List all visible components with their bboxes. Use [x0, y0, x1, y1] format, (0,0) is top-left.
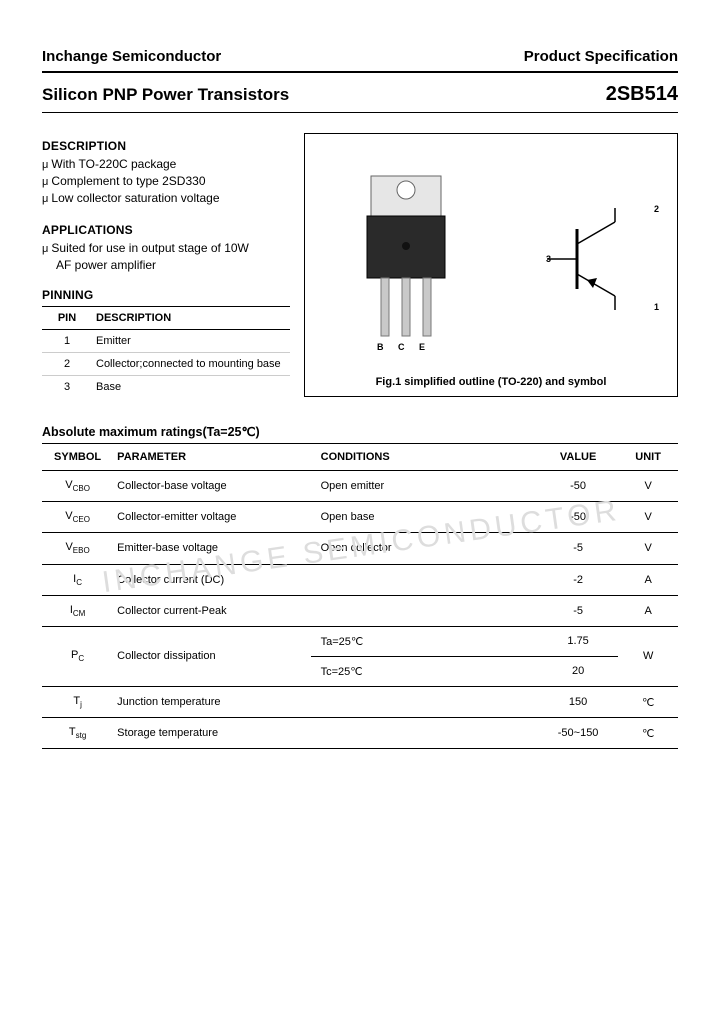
list-item: Complement to type 2SD330: [42, 174, 290, 188]
cell: ℃: [618, 718, 678, 749]
cell: Open base: [311, 502, 538, 533]
cell: ICM: [42, 595, 113, 626]
cell: VCBO: [42, 471, 113, 502]
symbol-pin: 3: [546, 254, 551, 264]
company-name: Inchange Semiconductor: [42, 48, 221, 65]
col-header: DESCRIPTION: [92, 307, 290, 330]
cell: Collector current-Peak: [113, 595, 310, 626]
rule: [42, 71, 678, 73]
title-bar: Silicon PNP Power Transistors 2SB514: [42, 83, 678, 106]
cell: [311, 595, 538, 626]
cell: Base: [92, 376, 290, 399]
table-row: 3Base: [42, 376, 290, 399]
cell: Collector current (DC): [113, 564, 310, 595]
pinning-heading: PINNING: [42, 288, 290, 302]
cell: Open collector: [311, 533, 538, 564]
applications-cont: AF power amplifier: [56, 258, 290, 272]
cell: Open emitter: [311, 471, 538, 502]
cell: 1: [42, 330, 92, 353]
package-outline-icon: [341, 168, 471, 358]
applications-heading: APPLICATIONS: [42, 223, 290, 237]
cell: IC: [42, 564, 113, 595]
description-heading: DESCRIPTION: [42, 139, 290, 153]
table-row: PCCollector dissipationTa=25℃1.75W: [42, 626, 678, 656]
cell: Ta=25℃: [311, 626, 538, 656]
cell: -5: [538, 595, 618, 626]
pin-letter: E: [419, 342, 425, 352]
cell: VCEO: [42, 502, 113, 533]
cell: Collector dissipation: [113, 626, 310, 686]
part-number: 2SB514: [606, 83, 678, 106]
table-row: 1Emitter: [42, 330, 290, 353]
cell: 150: [538, 686, 618, 717]
table-row: TstgStorage temperature -50~150℃: [42, 718, 678, 749]
col-header: SYMBOL: [42, 444, 113, 471]
cell: -50: [538, 502, 618, 533]
col-header: UNIT: [618, 444, 678, 471]
cell: 2: [42, 353, 92, 376]
cell: Tj: [42, 686, 113, 717]
figure-box: B C E 2 3 1 Fig.1 simplified outline (TO…: [304, 133, 678, 397]
applications-list: Suited for use in output stage of 10W: [42, 241, 290, 255]
cell: Tstg: [42, 718, 113, 749]
list-item: With TO-220C package: [42, 157, 290, 171]
table-row: 2Collector;connected to mounting base: [42, 353, 290, 376]
cell: V: [618, 533, 678, 564]
cell: A: [618, 564, 678, 595]
list-item: Low collector saturation voltage: [42, 191, 290, 205]
pin-letter: C: [398, 342, 405, 352]
cell: 1.75: [538, 626, 618, 656]
cell: V: [618, 471, 678, 502]
cell: Junction temperature: [113, 686, 310, 717]
page-header: Inchange Semiconductor Product Specifica…: [42, 48, 678, 65]
cell: 20: [538, 656, 618, 686]
table-row: VCEOCollector-emitter voltageOpen base-5…: [42, 502, 678, 533]
pinning-table: PIN DESCRIPTION 1Emitter 2Collector;conn…: [42, 306, 290, 398]
cell: W: [618, 626, 678, 686]
cell: Tc=25℃: [311, 656, 538, 686]
cell: -2: [538, 564, 618, 595]
figure-caption: Fig.1 simplified outline (TO-220) and sy…: [305, 376, 677, 388]
rule: [42, 112, 678, 113]
cell: Storage temperature: [113, 718, 310, 749]
ratings-table: SYMBOL PARAMETER CONDITIONS VALUE UNIT V…: [42, 443, 678, 749]
symbol-pin: 2: [654, 204, 659, 214]
table-row: ICMCollector current-Peak -5A: [42, 595, 678, 626]
cell: Collector-emitter voltage: [113, 502, 310, 533]
cell: -5: [538, 533, 618, 564]
cell: -50~150: [538, 718, 618, 749]
cell: [311, 564, 538, 595]
pin-letter: B: [377, 342, 384, 352]
cell: -50: [538, 471, 618, 502]
transistor-symbol-icon: [537, 204, 647, 314]
table-row: TjJunction temperature 150℃: [42, 686, 678, 717]
col-header: PIN: [42, 307, 92, 330]
cell: VEBO: [42, 533, 113, 564]
cell: Collector-base voltage: [113, 471, 310, 502]
cell: 3: [42, 376, 92, 399]
cell: A: [618, 595, 678, 626]
table-row: VCBOCollector-base voltageOpen emitter-5…: [42, 471, 678, 502]
cell: Emitter-base voltage: [113, 533, 310, 564]
symbol-pin: 1: [654, 302, 659, 312]
list-item: Suited for use in output stage of 10W: [42, 241, 290, 255]
ratings-heading: Absolute maximum ratings(Ta=25℃): [42, 424, 678, 439]
cell: V: [618, 502, 678, 533]
doc-type: Product Specification: [524, 48, 678, 65]
table-row: VEBOEmitter-base voltageOpen collector-5…: [42, 533, 678, 564]
cell: [311, 718, 538, 749]
cell: PC: [42, 626, 113, 686]
cell: Collector;connected to mounting base: [92, 353, 290, 376]
description-list: With TO-220C package Complement to type …: [42, 157, 290, 205]
cell: Emitter: [92, 330, 290, 353]
product-family: Silicon PNP Power Transistors: [42, 85, 289, 105]
col-header: PARAMETER: [113, 444, 310, 471]
table-row: ICCollector current (DC) -2A: [42, 564, 678, 595]
cell: ℃: [618, 686, 678, 717]
cell: [311, 686, 538, 717]
col-header: CONDITIONS: [311, 444, 538, 471]
col-header: VALUE: [538, 444, 618, 471]
